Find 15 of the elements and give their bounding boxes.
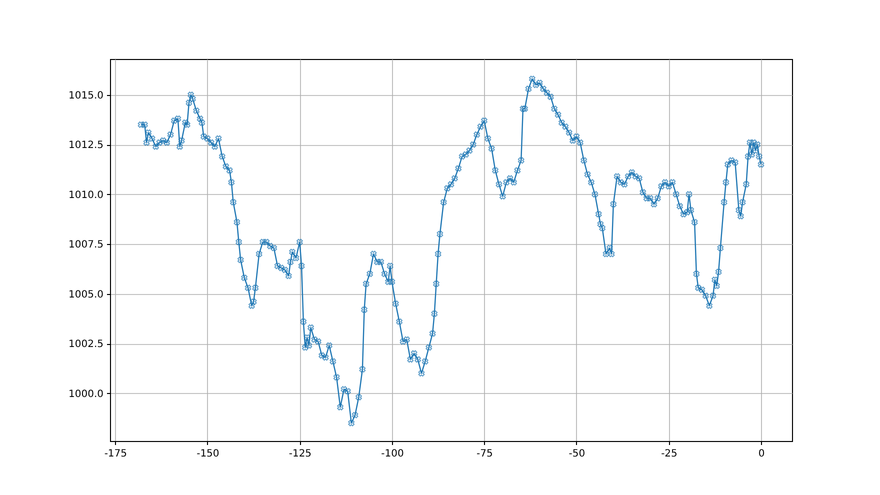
x-tick-label: -100 <box>381 448 404 460</box>
x-tick-label: -75 <box>476 448 493 460</box>
y-tick-label: 1002.5 <box>68 339 104 350</box>
y-tick-label: 1007.5 <box>68 240 104 251</box>
y-tick-label: 1000.0 <box>68 388 104 400</box>
x-tick-label: -50 <box>568 448 586 460</box>
y-tick-label: 1015.0 <box>68 90 104 102</box>
x-tick-label: -25 <box>661 448 678 460</box>
y-tick-label: 1005.0 <box>68 289 104 300</box>
y-tick-label: 1012.5 <box>68 140 104 152</box>
y-tick-label: 1010.0 <box>68 190 104 201</box>
x-tick-label: 0 <box>758 448 765 460</box>
x-tick-label: -125 <box>288 448 312 460</box>
x-tick-label: -150 <box>196 448 220 460</box>
x-tick-label: -175 <box>104 448 128 460</box>
